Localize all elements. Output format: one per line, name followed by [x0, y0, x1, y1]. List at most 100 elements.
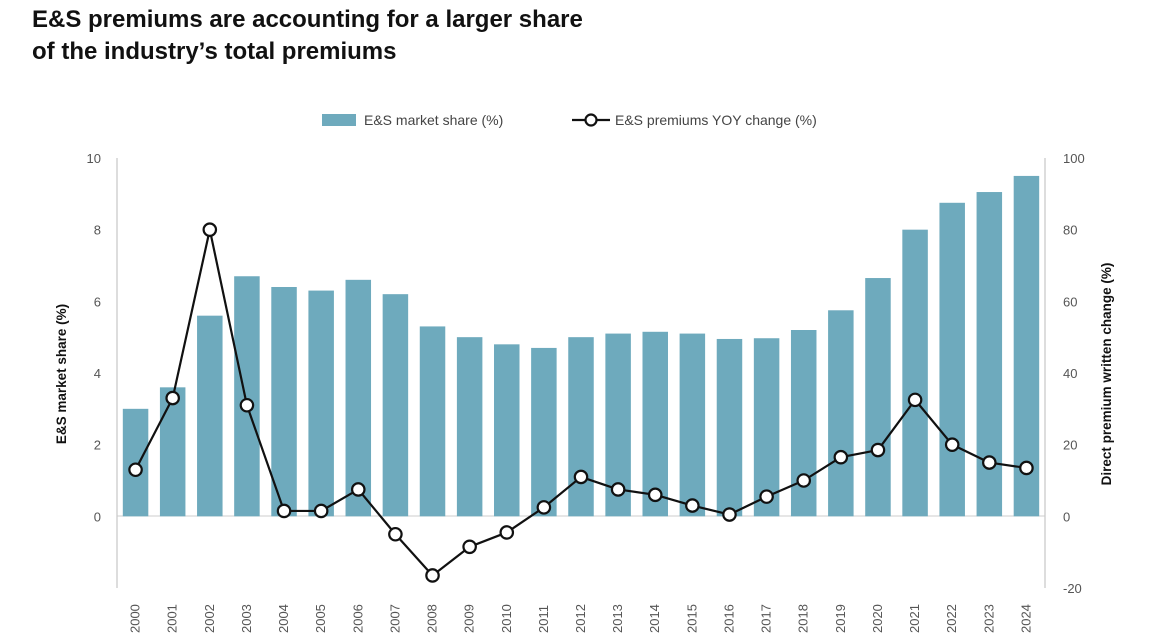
bar-2002 [197, 315, 223, 517]
bar-2022 [939, 202, 965, 517]
line-series [128, 222, 1034, 583]
point-2017 [759, 489, 774, 504]
point-2021 [907, 392, 923, 408]
x-tick-label: 2004 [276, 604, 291, 633]
x-tick-label: 2000 [128, 604, 143, 633]
bar-2006 [345, 279, 372, 517]
point-2013 [610, 482, 626, 497]
point-2022 [944, 437, 960, 452]
x-tick-label: 2006 [350, 604, 365, 633]
x-tick-label: 2003 [239, 604, 254, 633]
bar-2008 [419, 326, 446, 517]
bar-2014 [642, 331, 668, 517]
x-tick-label: 2019 [833, 604, 848, 633]
bar-2019 [828, 310, 854, 517]
left-tick-label: 0 [94, 509, 101, 524]
x-tick-label: 2015 [684, 604, 699, 633]
legend-bar-label: E&S market share (%) [364, 112, 503, 128]
y-axis-title-left: E&S market share (%) [54, 304, 69, 444]
x-tick-label: 2017 [759, 604, 774, 633]
point-2004 [276, 503, 292, 519]
point-2019 [833, 449, 849, 465]
point-2000 [128, 462, 143, 478]
bar-series [122, 175, 1040, 517]
point-2005 [313, 503, 329, 519]
point-2024 [1019, 460, 1034, 476]
point-2010 [499, 525, 515, 540]
point-2001 [165, 390, 180, 406]
right-tick-label: 0 [1063, 509, 1070, 524]
bar-2011 [531, 347, 557, 517]
bar-2010 [494, 344, 520, 517]
point-2006 [350, 482, 366, 497]
point-2016 [722, 507, 737, 522]
x-tick-label: 2016 [721, 604, 736, 633]
legend: E&S market share (%) E&S premiums YOY ch… [322, 112, 817, 128]
x-tick-label: 2023 [981, 604, 996, 633]
right-tick-label: 40 [1063, 366, 1077, 381]
left-tick-label: 10 [87, 151, 101, 166]
point-2012 [573, 469, 589, 485]
legend-bar-swatch [322, 114, 356, 126]
bar-2015 [679, 333, 706, 517]
bar-2016 [716, 338, 743, 517]
bar-2020 [865, 278, 891, 517]
right-tick-label: -20 [1063, 581, 1082, 596]
bar-2017 [753, 338, 780, 517]
left-tick-label: 8 [94, 223, 101, 238]
legend-line-marker [584, 113, 598, 127]
x-tick-label: 2001 [165, 604, 180, 633]
x-tick-label: 2018 [796, 604, 811, 633]
point-2023 [982, 455, 997, 470]
legend-line-label: E&S premiums YOY change (%) [615, 112, 817, 128]
right-tick-label: 100 [1063, 151, 1085, 166]
x-tick-label: 2014 [647, 604, 662, 633]
left-tick-labels: 0 2 4 6 8 10 [87, 151, 101, 524]
bar-2012 [568, 337, 594, 517]
chart-title: E&S premiums are accounting for a larger… [32, 4, 732, 68]
right-tick-label: 80 [1063, 223, 1077, 238]
point-2014 [647, 487, 663, 503]
left-tick-label: 6 [94, 294, 101, 309]
x-tick-label: 2021 [907, 604, 922, 633]
x-tick-label: 2024 [1018, 604, 1033, 633]
right-tick-labels: -20 0 20 40 60 80 100 [1063, 151, 1085, 596]
point-2008 [425, 568, 440, 583]
point-2009 [462, 539, 477, 555]
x-tick-label: 2012 [573, 604, 588, 633]
x-tick-label: 2010 [499, 604, 514, 633]
right-tick-label: 20 [1063, 438, 1077, 453]
bar-2005 [308, 290, 334, 517]
left-tick-label: 4 [94, 366, 101, 381]
point-2007 [388, 526, 403, 542]
bar-2004 [271, 287, 297, 517]
x-tick-label: 2022 [944, 604, 959, 633]
point-2011 [536, 500, 552, 515]
point-2002 [202, 222, 218, 237]
chart-title-line-2: of the industry’s total premiums [32, 38, 397, 65]
x-tick-label: 2009 [462, 604, 477, 633]
right-tick-label: 60 [1063, 294, 1077, 309]
chart-title-line-1: E&S premiums are accounting for a larger… [32, 6, 583, 33]
bar-2018 [790, 330, 817, 517]
x-tick-label: 2011 [536, 605, 551, 633]
point-2003 [239, 397, 255, 413]
bar-2024 [1013, 175, 1040, 517]
bar-2009 [456, 337, 483, 517]
bar-2007 [382, 294, 409, 517]
x-tick-label: 2005 [313, 604, 328, 633]
bar-2001 [159, 387, 186, 517]
x-tick-labels: 2000 2001 2002 2003 2004 2005 2006 2007 2008 2009… [128, 604, 1034, 633]
bar-2021 [902, 229, 928, 517]
x-tick-label: 2007 [387, 604, 402, 633]
x-tick-label: 2013 [610, 604, 625, 633]
point-2015 [685, 498, 700, 513]
x-tick-label: 2008 [425, 604, 440, 633]
x-tick-label: 2020 [870, 604, 885, 633]
x-tick-label: 2002 [202, 604, 217, 633]
left-tick-label: 2 [94, 438, 101, 453]
bar-2003 [234, 276, 260, 517]
y-axis-title-right: Direct premium written change (%) [1099, 263, 1114, 486]
point-2020 [870, 442, 886, 458]
